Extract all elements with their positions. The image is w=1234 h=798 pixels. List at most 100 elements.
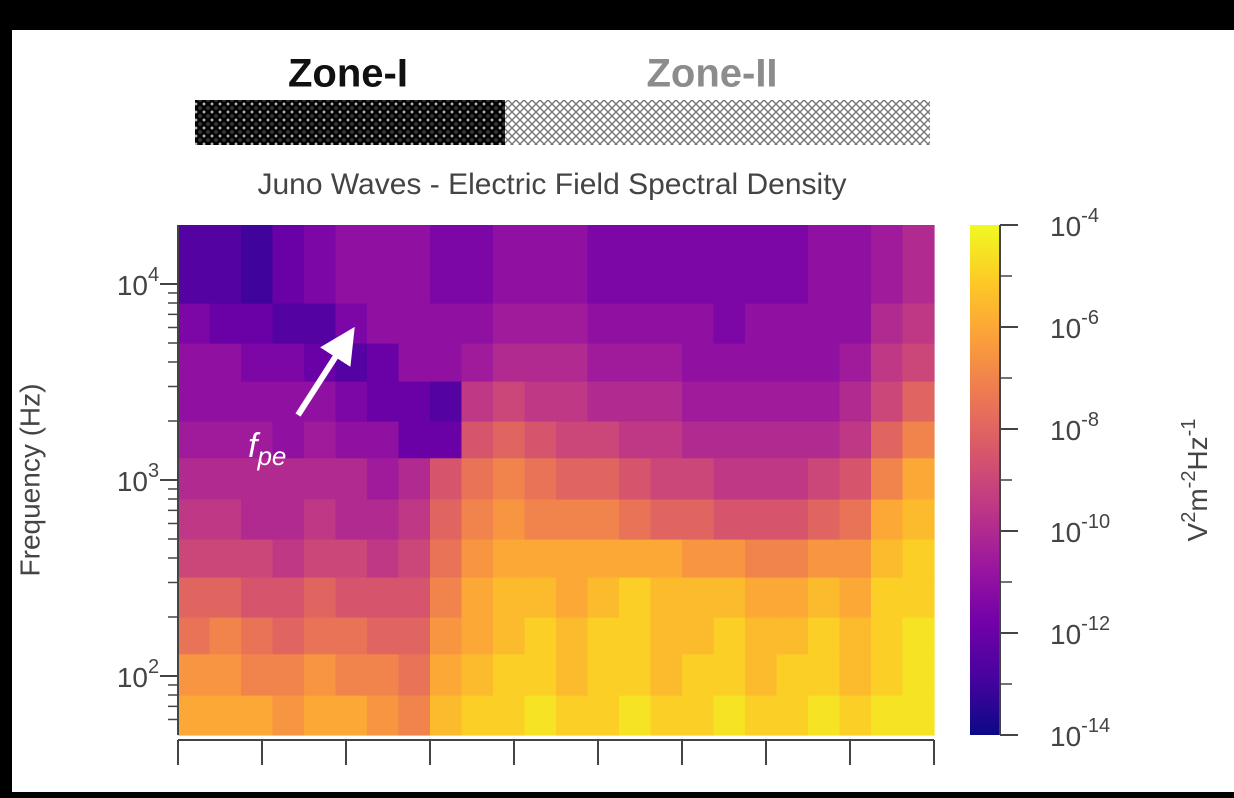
heat-cell: [839, 420, 872, 459]
heat-cell: [776, 343, 809, 382]
heat-cell: [430, 539, 463, 578]
heat-cell: [839, 539, 872, 578]
heat-cell: [871, 653, 904, 696]
heat-cell: [682, 498, 715, 540]
heat-cell: [430, 302, 463, 344]
heat-cell: [902, 457, 935, 500]
heat-cell: [902, 343, 935, 382]
heat-cell: [304, 653, 337, 696]
heat-cell: [524, 380, 557, 422]
heat-cell: [430, 457, 463, 500]
heat-cell: [682, 694, 715, 736]
heat-cell: [682, 653, 715, 696]
x-ticks: [177, 740, 935, 765]
annotation: fpe: [248, 427, 286, 471]
heat-cell: [272, 653, 305, 696]
heat-cell: [241, 380, 274, 422]
heat-cell: [461, 539, 494, 578]
heat-cell: [839, 302, 872, 344]
heat-cell: [241, 539, 274, 578]
heat-cell: [335, 498, 368, 540]
heat-cell: [587, 380, 620, 422]
heat-cell: [209, 498, 242, 540]
heat-cell: [556, 653, 589, 696]
heat-cell: [367, 539, 400, 578]
heat-cell: [871, 616, 904, 655]
heat-cell: [209, 694, 242, 736]
heat-cell: [902, 380, 935, 422]
heat-cell: [808, 343, 841, 382]
heat-cell: [745, 694, 778, 736]
heat-cell: [650, 343, 683, 382]
heat-cell: [650, 539, 683, 578]
zone-label: Zone-I: [288, 52, 408, 96]
heat-cell: [650, 302, 683, 344]
heat-cell: [902, 420, 935, 459]
heat-cell: [461, 380, 494, 422]
heat-cell: [871, 539, 904, 578]
tick-label: 10-4: [1050, 205, 1099, 242]
heat-cell: [682, 420, 715, 459]
heat-cell: [272, 694, 305, 736]
heat-cell: [619, 498, 652, 540]
heat-cell: [650, 653, 683, 696]
heat-cell: [871, 380, 904, 422]
tick-label-exponent: -6: [1081, 307, 1099, 329]
heat-cell: [398, 616, 431, 655]
heat-cell: [839, 380, 872, 422]
heat-cell: [902, 653, 935, 696]
heat-cell: [209, 343, 242, 382]
heat-cell: [335, 539, 368, 578]
heat-cell: [398, 225, 431, 304]
heat-cell: [839, 343, 872, 382]
heat-cell: [493, 576, 526, 618]
heat-cell: [367, 616, 400, 655]
heat-cell: [272, 616, 305, 655]
heat-cell: [650, 420, 683, 459]
heat-cell: [335, 576, 368, 618]
heat-cell: [493, 225, 526, 304]
heat-cell: [650, 457, 683, 500]
heat-cell: [839, 694, 872, 736]
annotation-subscript: pe: [256, 441, 286, 471]
heat-cell: [871, 343, 904, 382]
tick-label-exponent: 2: [148, 656, 159, 678]
tick-label: 102: [117, 656, 159, 693]
heat-cell: [430, 380, 463, 422]
heat-cell: [682, 380, 715, 422]
heat-cell: [398, 576, 431, 618]
heat-cell: [398, 498, 431, 540]
heat-cell: [524, 616, 557, 655]
heat-cell: [713, 539, 746, 578]
heat-cell: [808, 694, 841, 736]
colorbar: [970, 225, 1000, 735]
tick-label-exponent: -10: [1081, 511, 1110, 533]
heat-cell: [493, 498, 526, 540]
heat-cell: [524, 457, 557, 500]
heat-cell: [241, 576, 274, 618]
heat-cell: [430, 225, 463, 304]
heat-cell: [493, 616, 526, 655]
heat-cell: [745, 576, 778, 618]
heat-cell: [209, 653, 242, 696]
tick-label-base: 10: [1050, 211, 1081, 242]
heat-cell: [178, 653, 211, 696]
heat-cell: [902, 616, 935, 655]
heat-cell: [430, 653, 463, 696]
heat-cell: [178, 498, 211, 540]
heat-cell: [398, 653, 431, 696]
heat-cell: [398, 539, 431, 578]
heat-cell: [808, 380, 841, 422]
heat-cell: [241, 653, 274, 696]
heat-cell: [619, 420, 652, 459]
heat-cell: [556, 457, 589, 500]
heat-cell: [430, 576, 463, 618]
heat-cell: [776, 302, 809, 344]
heat-cell: [871, 302, 904, 344]
heat-cell: [461, 653, 494, 696]
heat-cell: [524, 576, 557, 618]
heat-cell: [619, 653, 652, 696]
heat-cell: [335, 616, 368, 655]
heat-cell: [241, 616, 274, 655]
